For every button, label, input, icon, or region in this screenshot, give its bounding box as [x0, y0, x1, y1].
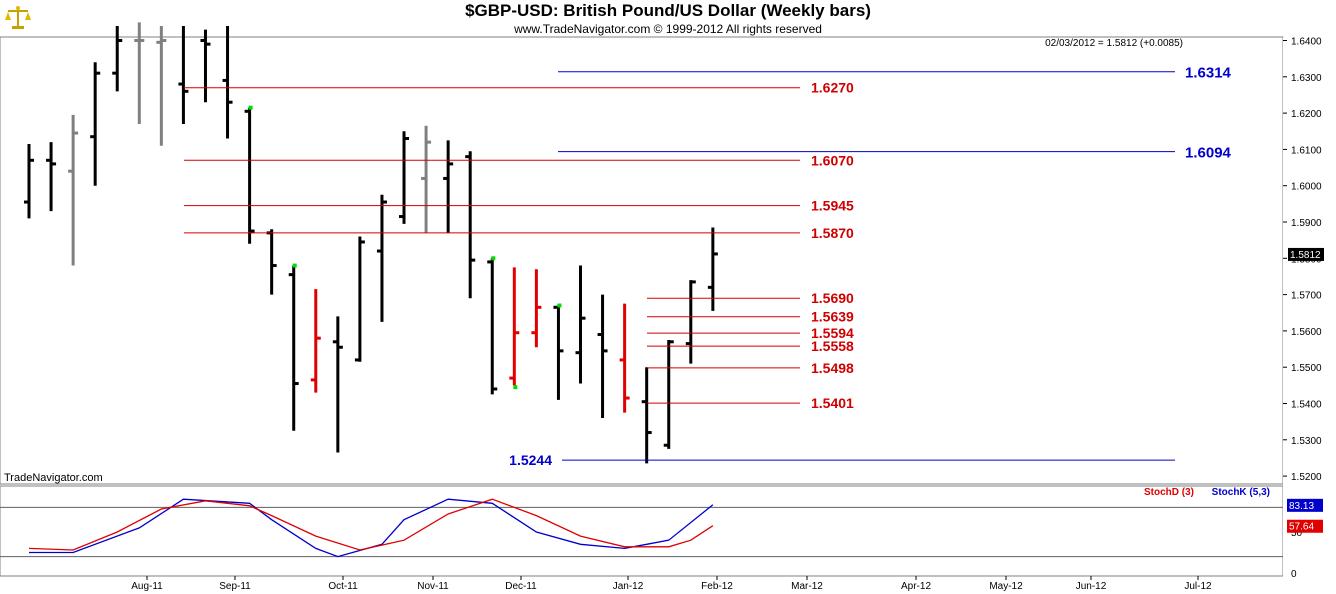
- price-axis-label: 1.5900: [1291, 218, 1322, 229]
- ohlc-bar: [156, 25, 167, 146]
- date-axis-label: Mar-12: [791, 581, 823, 592]
- stochk-legend: StochK (5,3): [1212, 487, 1270, 498]
- red-level-label: 1.6270: [811, 80, 854, 96]
- price-axis-label: 1.6400: [1291, 37, 1322, 48]
- copyright-text: www.TradeNavigator.com © 1999-2012 All r…: [514, 22, 822, 36]
- stochastic-value-tag: 83.13: [1289, 501, 1314, 512]
- date-axis-label: Oct-11: [328, 581, 358, 592]
- date-axis-label: Jun-12: [1076, 581, 1107, 592]
- ohlc-bar: [178, 25, 189, 124]
- date-axis-label: May-12: [989, 581, 1023, 592]
- stochastic-value-tag-box: [1287, 519, 1323, 533]
- ohlc-bar: [244, 105, 255, 244]
- ohlc-bar: [443, 140, 454, 233]
- blue-level-label: 1.5244: [509, 452, 552, 468]
- red-level-label: 1.5945: [811, 198, 854, 214]
- ohlc-bar: [68, 114, 79, 266]
- ohlc-bar: [641, 367, 652, 464]
- red-level-label: 1.6070: [811, 152, 854, 168]
- date-axis: Aug-11 Sep-11 Oct-11 Nov-11 Dec-11 Jan-12 Feb-…: [131, 576, 1212, 592]
- date-axis-label: Aug-11: [131, 581, 163, 592]
- last-price-tag-box: [1288, 247, 1324, 261]
- ohlc-bar: [134, 22, 145, 124]
- chart-title: $GBP-USD: British Pound/US Dollar (Weekl…: [465, 1, 871, 20]
- price-axis-label: 1.6300: [1291, 73, 1322, 84]
- ohlc-bar: [222, 25, 233, 139]
- ohlc-bar: [597, 294, 608, 419]
- ohlc-bar: [465, 151, 476, 299]
- ohlc-bar: [575, 265, 586, 384]
- price-axis-label: 1.5500: [1291, 363, 1322, 374]
- price-axis-label: 1.5300: [1291, 436, 1322, 447]
- ohlc-bar: [376, 194, 387, 322]
- price-axis-label: 1.5600: [1291, 327, 1322, 338]
- ohlc-bar: [24, 143, 34, 219]
- ohlc-bar: [112, 25, 123, 92]
- price-axis-label: 1.6000: [1291, 182, 1322, 193]
- ohlc-bar: [90, 62, 101, 186]
- price-axis-label: 1.5200: [1291, 472, 1322, 483]
- ohlc-bar: [487, 256, 498, 395]
- price-axis-label: 1.5400: [1291, 400, 1322, 411]
- chart-frame: [0, 36, 1336, 594]
- ohlc-bar: [288, 263, 299, 431]
- stochastic-series-line: [28, 498, 714, 551]
- blue-level-label: 1.6314: [1185, 65, 1232, 82]
- price-bars: [24, 22, 718, 464]
- ohlc-bar: [685, 280, 696, 364]
- ohlc-bar: [399, 131, 410, 224]
- stochastic-panel: 50 0 StochD (3) StochK (5,3) 83.13 57.64: [0, 487, 1323, 580]
- ohlc-bar: [553, 303, 564, 400]
- ohlc-bar: [509, 267, 520, 390]
- price-axis-label: 1.6200: [1291, 109, 1322, 120]
- ohlc-bar: [310, 289, 321, 393]
- last-quote-label: 02/03/2012 = 1.5812 (+0.0085): [1045, 38, 1183, 49]
- date-axis-label: Dec-11: [505, 581, 537, 592]
- red-level-label: 1.5401: [811, 395, 854, 411]
- ohlc-bar: [707, 227, 718, 311]
- ohlc-bar: [421, 125, 432, 233]
- red-level-label: 1.5558: [811, 338, 854, 354]
- red-level-label: 1.5690: [811, 290, 854, 306]
- price-axis-label: 1.6100: [1291, 145, 1322, 156]
- stochd-legend: StochD (3): [1144, 487, 1194, 498]
- stochastic-series-line: [29, 498, 714, 558]
- ohlc-bar: [200, 29, 211, 103]
- ohlc-bar: [46, 142, 57, 212]
- price-panel-border: [0, 36, 1284, 485]
- stochastic-axis-label: 50: [1291, 528, 1303, 539]
- red-level-label: 1.5870: [811, 225, 854, 241]
- ohlc-bar: [266, 229, 277, 295]
- date-axis-label: Sep-11: [219, 581, 251, 592]
- date-axis-label: Jan-12: [613, 581, 644, 592]
- ohlc-bar: [354, 236, 365, 362]
- scales-of-justice-logo: [5, 6, 31, 29]
- date-axis-label: Nov-11: [417, 581, 449, 592]
- stochastic-value-tag: 57.64: [1289, 522, 1314, 533]
- date-axis-label: Apr-12: [901, 581, 931, 592]
- date-axis-label: Feb-12: [701, 581, 733, 592]
- red-level-label: 1.5594: [811, 325, 854, 341]
- blue-level-label: 1.6094: [1185, 145, 1232, 162]
- last-price-tag: 1.5812: [1290, 250, 1321, 261]
- ohlc-bar: [663, 339, 674, 449]
- stochastic-axis-label: 0: [1291, 569, 1297, 580]
- price-axis-label: 1.5700: [1291, 291, 1322, 302]
- ohlc-bar: [332, 316, 343, 453]
- red-level-label: 1.5498: [811, 360, 854, 376]
- stochastic-value-tag-box: [1287, 498, 1323, 512]
- watermark-text: TradeNavigator.com: [4, 472, 103, 484]
- date-axis-label: Jul-12: [1184, 581, 1212, 592]
- support-resistance-levels: 1.62701.60701.59451.58701.56901.56391.55…: [184, 65, 1232, 468]
- red-level-label: 1.5639: [811, 309, 854, 325]
- ohlc-bar: [619, 303, 630, 413]
- chart-header: $GBP-USD: British Pound/US Dollar (Weekl…: [0, 0, 1336, 38]
- price-axis: 1.6400 1.6300 1.6200 1.6100 1.6000 1.5900 1.58…: [1283, 37, 1324, 483]
- ohlc-bar: [531, 269, 542, 348]
